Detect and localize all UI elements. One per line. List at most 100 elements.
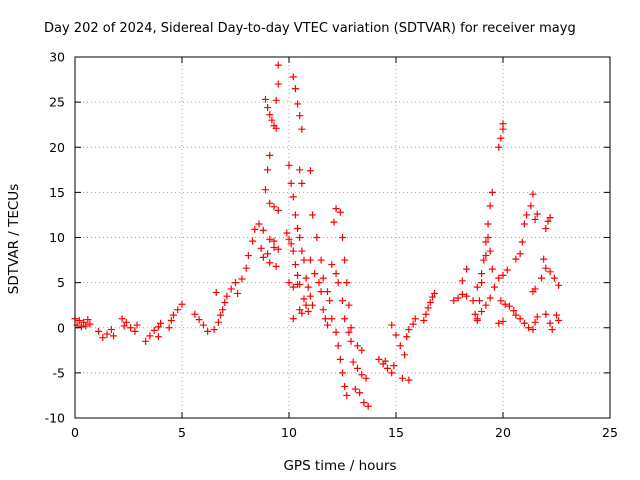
data-point [482,252,490,260]
data-point [289,283,297,291]
data-point [270,237,278,245]
data-point [249,237,257,245]
series-night-cluster-2 [95,326,118,342]
data-point [304,308,312,316]
y-tick-label: 30 [49,50,65,65]
data-point [405,376,413,384]
data-point [516,315,524,323]
series-arc-10h [285,161,317,309]
data-point [234,289,242,297]
data-point [223,292,231,300]
data-point [458,290,466,298]
y-tick-label: -5 [53,365,65,380]
data-point [469,297,477,305]
series-drop-12h-b [328,315,351,399]
data-point [95,327,103,335]
data-point [296,306,304,314]
data-point [146,332,154,340]
x-tick-label: 15 [388,425,404,440]
data-point [486,247,494,255]
data-point [463,292,471,300]
y-axis-label: SDTVAR / TECUs [6,184,22,294]
data-point [411,315,419,323]
y-tick-label: -10 [45,411,65,426]
data-point [471,310,479,318]
data-point [512,311,520,319]
series-evening-rise [473,188,496,323]
data-point [326,297,334,305]
series-steep-3 [289,73,306,133]
data-point [525,324,533,332]
data-point [463,265,471,273]
data-point [274,61,282,69]
data-point [516,250,524,258]
data-point [298,125,306,133]
y-tick-label: 15 [49,185,65,200]
data-point [330,218,338,226]
data-point [510,307,518,315]
series-night-cluster-4 [142,319,165,345]
data-point [306,256,314,264]
data-point [501,300,509,308]
data-point [531,285,539,293]
data-point [339,297,346,305]
x-tick-label: 25 [602,425,618,440]
data-point [490,283,498,291]
data-point [488,188,496,196]
series-evening-18h [450,265,477,305]
data-point [343,391,351,399]
data-point [255,220,263,228]
data-point [495,319,503,327]
data-point [274,245,282,253]
series-arc-11h [296,166,334,305]
data-point [542,224,550,232]
data-point [306,167,314,175]
data-point [302,274,310,282]
series-night-cluster-5 [165,300,186,332]
series-drop-12h [330,205,355,332]
data-point [324,288,332,296]
series-cluster-22h-c [533,210,554,263]
data-point [266,199,274,207]
data-point [431,289,439,297]
data-point [204,327,212,335]
data-point [77,323,85,331]
data-point [154,333,162,341]
data-point [291,211,299,219]
data-point [227,285,235,293]
data-point [343,279,351,287]
data-point [272,124,280,132]
data-point [503,266,511,274]
data-point [296,112,304,120]
data-point [131,327,139,335]
data-point [332,328,340,336]
data-point [332,205,340,213]
data-point [266,151,274,159]
data-point [174,306,182,314]
data-point [300,256,308,264]
series-cluster-22h-b [542,310,563,334]
data-point [257,244,265,252]
data-point [270,243,278,251]
data-point [212,289,220,297]
series-steep-1 [261,151,282,214]
data-point [358,371,366,379]
data-point [540,255,548,263]
data-point [80,318,88,326]
data-point [157,319,165,327]
data-point [405,326,413,334]
data-point [356,389,364,397]
data-point [238,275,246,283]
data-point [495,274,503,282]
data-point [518,238,526,246]
x-tick-label: 10 [281,425,297,440]
y-tick-label: 5 [57,275,65,290]
data-point [533,313,541,321]
series-spike-20h [495,120,507,151]
data-point [520,319,528,327]
data-point [341,382,349,390]
data-point [555,281,563,289]
data-point [321,315,329,323]
data-point [210,326,218,334]
data-point [165,324,173,332]
